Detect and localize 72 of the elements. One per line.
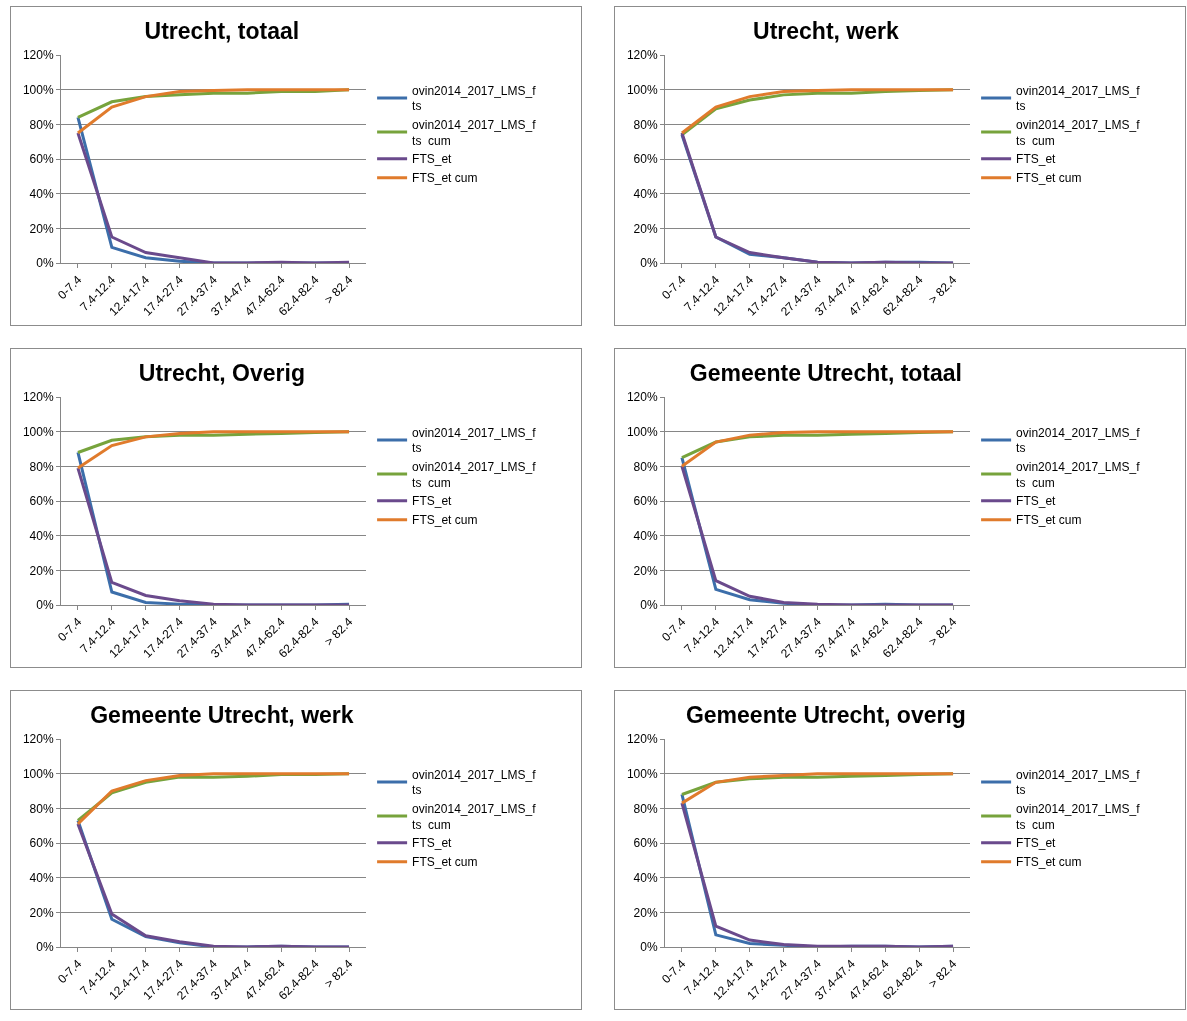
y-tick-label: 40% <box>633 870 658 885</box>
legend-label: FTS_et cum <box>412 513 478 528</box>
y-tick-label: 0% <box>36 256 54 271</box>
legend-label: ovin2014_2017_LMS_fts cum <box>412 801 537 832</box>
y-tick-label: 20% <box>29 563 54 578</box>
y-tick-label: 120% <box>626 48 658 63</box>
y-tick-label: 60% <box>633 152 658 167</box>
legend-label: FTS_et cum <box>412 171 478 186</box>
y-tick-label: 100% <box>626 766 658 781</box>
chart-title: Utrecht, totaal <box>144 18 300 44</box>
y-tick-label: 40% <box>29 528 54 543</box>
y-tick-label: 0% <box>640 256 658 271</box>
y-tick-label: 20% <box>29 905 54 920</box>
legend-label: ovin2014_2017_LMS_fts cum <box>1016 459 1141 490</box>
y-tick-label: 20% <box>633 905 658 920</box>
legend-label: ovin2014_2017_LMS_fts cum <box>1016 117 1141 148</box>
y-tick-label: 120% <box>22 732 54 747</box>
x-tick-label: > 82.4 <box>925 956 960 991</box>
y-tick-label: 100% <box>22 424 54 439</box>
legend-label: FTS_et cum <box>1016 855 1082 870</box>
chart-title: Utrecht, werk <box>753 18 899 44</box>
legend-label: FTS_et <box>1016 836 1057 851</box>
y-tick-label: 80% <box>29 117 54 132</box>
chart-title: Gemeente Utrecht, werk <box>90 702 354 728</box>
y-tick-label: 120% <box>626 732 658 747</box>
y-tick-label: 20% <box>633 221 658 236</box>
y-tick-label: 60% <box>29 494 54 509</box>
legend-label: FTS_et cum <box>1016 171 1082 186</box>
y-tick-label: 120% <box>22 48 54 63</box>
x-tick-label: > 82.4 <box>925 614 960 649</box>
y-tick-label: 80% <box>29 801 54 816</box>
chart-title: Utrecht, Overig <box>138 360 305 386</box>
chart-title: Gemeente Utrecht, totaal <box>689 360 963 386</box>
y-tick-label: 20% <box>29 221 54 236</box>
y-tick-label: 80% <box>633 117 658 132</box>
y-tick-label: 0% <box>36 940 54 955</box>
legend-label: ovin2014_2017_LMS_fts cum <box>1016 801 1141 832</box>
y-tick-label: 120% <box>626 390 658 405</box>
y-tick-label: 100% <box>626 424 658 439</box>
y-tick-label: 100% <box>22 82 54 97</box>
y-tick-label: 100% <box>626 82 658 97</box>
legend-label: FTS_et <box>1016 494 1057 509</box>
y-tick-label: 40% <box>633 528 658 543</box>
x-tick-label: > 82.4 <box>321 614 356 649</box>
y-tick-label: 40% <box>29 186 54 201</box>
x-tick-label: > 82.4 <box>321 956 356 991</box>
y-tick-label: 60% <box>29 152 54 167</box>
y-tick-label: 100% <box>22 766 54 781</box>
y-tick-label: 80% <box>29 459 54 474</box>
x-tick-label: > 82.4 <box>925 272 960 307</box>
x-tick-label: > 82.4 <box>321 272 356 307</box>
legend-label: FTS_et <box>412 494 453 509</box>
y-tick-label: 40% <box>29 870 54 885</box>
legend-label: ovin2014_2017_LMS_fts cum <box>412 459 537 490</box>
y-tick-label: 0% <box>36 598 54 613</box>
chart-title: Gemeente Utrecht, overig <box>685 702 966 728</box>
legend-label: FTS_et cum <box>412 855 478 870</box>
legend-label: FTS_et cum <box>1016 513 1082 528</box>
y-tick-label: 60% <box>633 494 658 509</box>
legend-label: FTS_et <box>412 152 453 167</box>
y-tick-label: 0% <box>640 598 658 613</box>
y-tick-label: 60% <box>633 836 658 851</box>
y-tick-label: 80% <box>633 459 658 474</box>
legend-label: FTS_et <box>412 836 453 851</box>
y-tick-label: 80% <box>633 801 658 816</box>
legend-label: FTS_et <box>1016 152 1057 167</box>
y-tick-label: 120% <box>22 390 54 405</box>
y-tick-label: 0% <box>640 940 658 955</box>
y-tick-label: 20% <box>633 563 658 578</box>
legend-label: ovin2014_2017_LMS_fts cum <box>412 117 537 148</box>
y-tick-label: 60% <box>29 836 54 851</box>
y-tick-label: 40% <box>633 186 658 201</box>
